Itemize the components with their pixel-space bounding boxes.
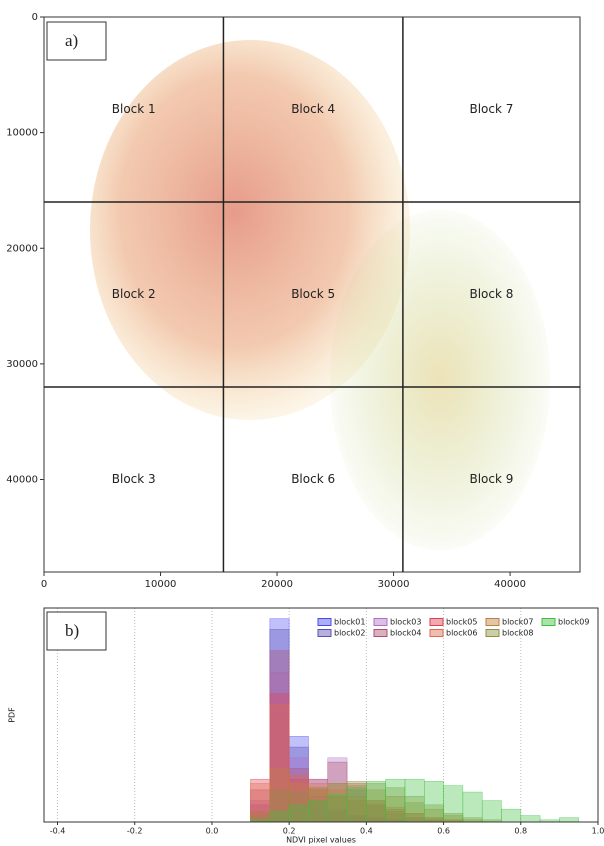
histogram-bar	[444, 786, 463, 822]
legend-label: block04	[390, 629, 421, 638]
legend-label: block01	[334, 618, 365, 627]
x-tick-label: 0.8	[514, 827, 527, 836]
block-label: Block 6	[291, 472, 335, 486]
x-tick-label: 0.2	[283, 827, 296, 836]
legend-label: block07	[502, 618, 533, 627]
histogram-bar	[270, 811, 289, 822]
block-label: Block 9	[469, 472, 513, 486]
x-tick-label: 1.0	[592, 827, 604, 836]
legend-label: block02	[334, 629, 365, 638]
histogram-bar	[347, 788, 366, 822]
histogram-bar	[386, 779, 405, 822]
block-label: Block 3	[112, 472, 156, 486]
legend-swatch	[318, 619, 331, 626]
page: {"chart_data": [ {"type": "map_blocks", …	[0, 0, 604, 846]
x-tick-label: -0.2	[127, 827, 143, 836]
x-axis-label: NDVI pixel values	[286, 836, 356, 845]
histogram-bar	[308, 801, 327, 822]
histogram-bar	[424, 781, 443, 822]
block-label: Block 2	[112, 287, 156, 301]
block-label: Block 4	[291, 102, 335, 116]
x-tick-label: 30000	[378, 579, 410, 590]
histogram-bar	[501, 809, 520, 822]
x-tick-label: 20000	[261, 579, 293, 590]
x-tick-label: 0.6	[437, 827, 450, 836]
panel-label: a)	[65, 31, 78, 50]
x-tick-label: 10000	[145, 579, 177, 590]
x-tick-label: -0.4	[50, 827, 66, 836]
histogram-bar	[366, 781, 385, 822]
y-axis-label: PDF	[8, 707, 17, 723]
histogram-bar	[521, 816, 540, 822]
block-label: Block 7	[469, 102, 513, 116]
legend-swatch	[374, 619, 387, 626]
legend-swatch	[486, 619, 499, 626]
legend-swatch	[374, 630, 387, 637]
x-tick-label: 0.0	[206, 827, 219, 836]
x-tick-label: 0	[41, 579, 47, 590]
block-label: Block 8	[469, 287, 513, 301]
y-tick-label: 0	[32, 12, 38, 23]
block-label: Block 5	[291, 287, 335, 301]
y-tick-label: 20000	[6, 243, 38, 254]
figure: 0 10000 20000 30000 40000 0 10000 20000 30000 400…	[0, 0, 604, 846]
histogram-bar	[482, 801, 501, 822]
legend-label: block05	[446, 618, 477, 627]
legend-swatch	[430, 630, 443, 637]
legend-swatch	[430, 619, 443, 626]
legend-label: block08	[502, 629, 533, 638]
histogram-bar	[405, 779, 424, 822]
y-tick-label: 10000	[6, 128, 38, 139]
legend-swatch	[486, 630, 499, 637]
y-tick-label: 30000	[6, 359, 38, 370]
legend-swatch	[542, 619, 555, 626]
histogram-bar	[328, 794, 347, 822]
histogram-bar	[559, 818, 578, 822]
x-tick-label: 40000	[494, 579, 526, 590]
histogram-bar	[289, 805, 308, 822]
histogram-bar	[463, 792, 482, 822]
y-tick-label: 40000	[6, 475, 38, 486]
panel-label: b)	[65, 621, 79, 640]
legend-label: block03	[390, 618, 421, 627]
x-tick-label: 0.4	[360, 827, 373, 836]
legend-label: block09	[558, 618, 589, 627]
panel-b: -0.4 -0.2 0.0 0.2 0.4 0.6 0.8 1.0 block01 block02…	[8, 608, 604, 845]
block-label: Block 1	[112, 102, 156, 116]
legend-label: block06	[446, 629, 477, 638]
legend-swatch	[318, 630, 331, 637]
